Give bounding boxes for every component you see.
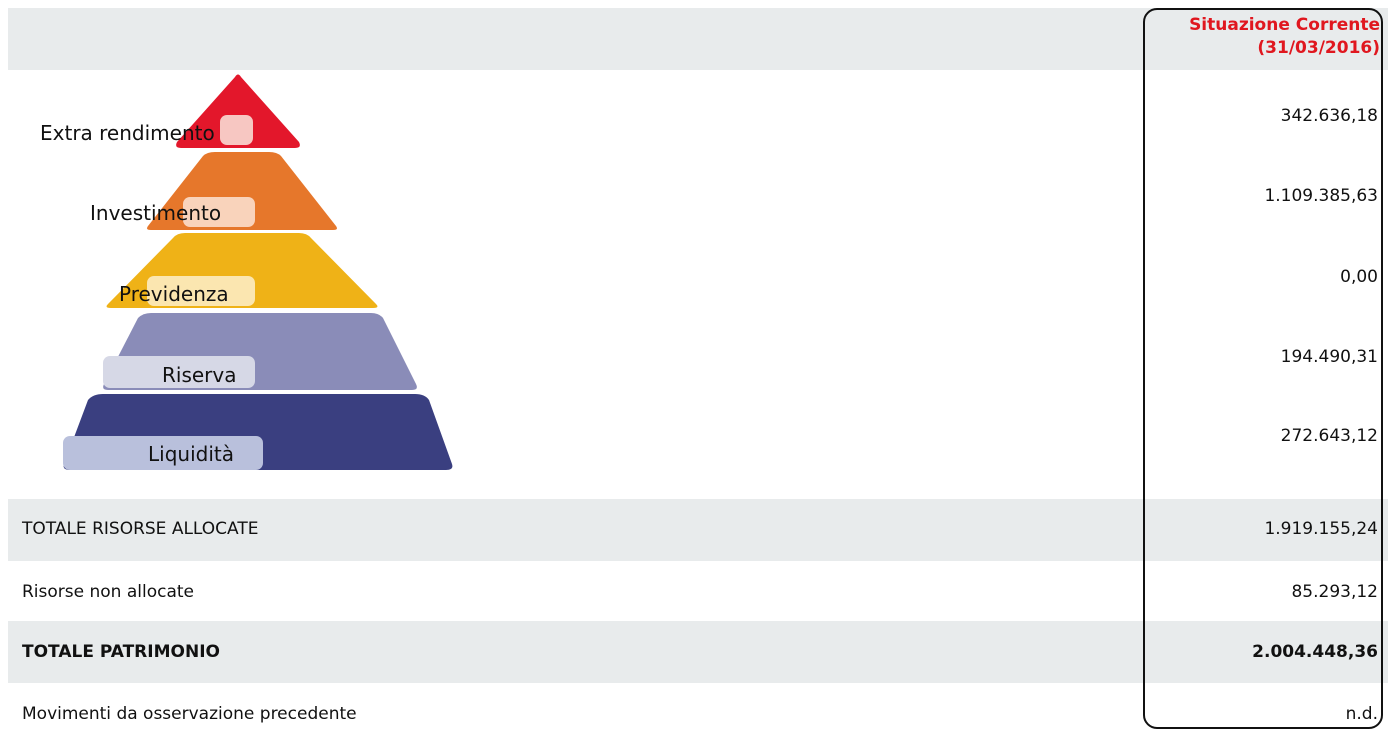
total-patrimonio-value: 2.004.448,36 — [1252, 642, 1378, 662]
allocated-label: TOTALE RISORSE ALLOCATE — [22, 519, 259, 539]
value-investimento: 1.109.385,63 — [1264, 186, 1378, 206]
tier-label-previdenza: Previdenza — [119, 282, 229, 306]
value-extra-rendimento: 342.636,18 — [1280, 106, 1378, 126]
movements-label: Movimenti da osservazione precedente — [22, 704, 357, 724]
allocation-pyramid — [63, 74, 453, 470]
tier-label-extra-rendimento: Extra rendimento — [40, 121, 215, 145]
pyramid-tab-liquidita — [63, 436, 263, 470]
value-liquidita: 272.643,12 — [1280, 426, 1378, 446]
column-header: Situazione Corrente (31/03/2016) — [1140, 14, 1380, 60]
patrimonio-band — [8, 621, 1388, 683]
pyramid-tier-extra-rendimento — [176, 74, 300, 148]
value-riserva: 194.490,31 — [1280, 347, 1378, 367]
current-situation-column-frame — [1143, 8, 1383, 729]
tier-label-liquidita: Liquidità — [148, 442, 234, 466]
column-header-title: Situazione Corrente — [1189, 15, 1380, 35]
tier-label-investimento: Investimento — [90, 201, 222, 225]
pyramid-tab-previdenza — [147, 276, 255, 306]
pyramid-tab-extra-rendimento — [220, 115, 253, 145]
movements-value: n.d. — [1345, 704, 1378, 724]
value-previdenza: 0,00 — [1340, 267, 1378, 287]
tier-label-riserva: Riserva — [162, 363, 237, 387]
pyramid-tab-riserva — [103, 356, 255, 388]
total-patrimonio-label: TOTALE PATRIMONIO — [22, 642, 220, 662]
allocated-band — [8, 499, 1388, 561]
allocated-value: 1.919.155,24 — [1264, 519, 1378, 539]
header-band — [8, 8, 1388, 70]
pyramid-tab-investimento — [183, 197, 255, 227]
unallocated-value: 85.293,12 — [1291, 582, 1378, 602]
column-header-date: (31/03/2016) — [1257, 38, 1380, 58]
unallocated-label: Risorse non allocate — [22, 582, 195, 602]
